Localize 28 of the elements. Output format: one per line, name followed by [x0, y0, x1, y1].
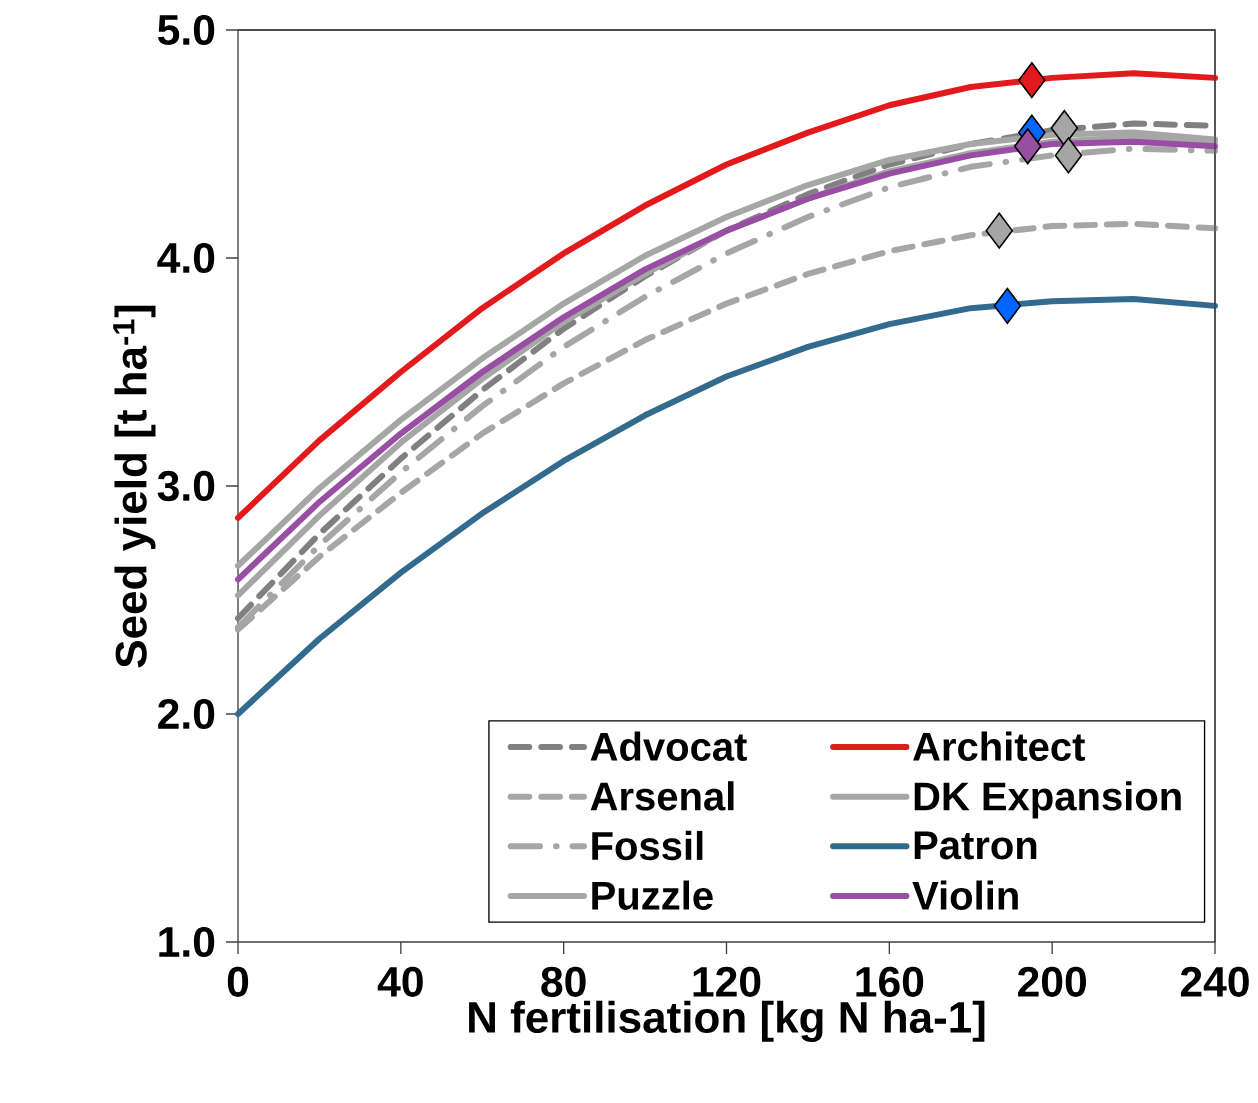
y-tick-label: 4.0	[157, 242, 215, 274]
x-tick-label: 240	[1180, 966, 1249, 997]
y-tick-label: 3.0	[157, 470, 215, 502]
x-tick-label: 200	[1018, 966, 1086, 997]
legend-label: Architect	[913, 731, 1085, 761]
legend-label: Puzzle	[592, 880, 713, 910]
x-tick-label: 0	[227, 966, 249, 997]
legend-label: Fossil	[592, 830, 703, 861]
x-tick-label: 160	[856, 966, 924, 997]
point	[993, 287, 1022, 324]
point	[1054, 137, 1083, 174]
x-tick-label: 80	[541, 966, 586, 997]
y-tick-label: 5.0	[157, 14, 215, 46]
y-tick-label: 2.0	[158, 698, 215, 730]
x-axis-title: N fertilisation [kg N ha-1]	[469, 1000, 985, 1042]
legend-label: Patron	[914, 831, 1037, 860]
legend-label: DK Expansion	[914, 781, 1181, 819]
legend-label: Violin	[912, 880, 1018, 910]
legend-label: Advocat	[590, 731, 747, 761]
x-tick-label: 40	[377, 966, 423, 997]
point	[1013, 128, 1042, 165]
point	[985, 212, 1014, 249]
point	[1050, 109, 1079, 147]
y-tick-label: 1.0	[159, 926, 215, 958]
legend-label: Arsenal	[590, 781, 734, 811]
y-axis-title: Seed yield [t ha$^{-1}$]	[113, 305, 156, 668]
point	[1018, 62, 1046, 99]
x-tick-label: 120	[693, 966, 761, 997]
